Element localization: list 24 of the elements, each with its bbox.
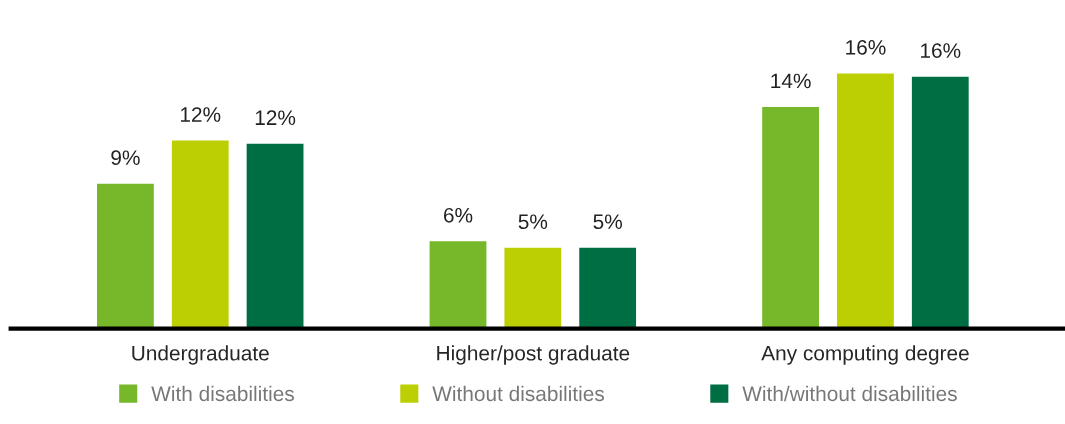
- data-label: 16%: [921, 43, 961, 58]
- bar: [170, 139, 231, 329]
- legend-label: With/without disabilities: [742, 385, 957, 402]
- bar: [835, 72, 896, 329]
- bar: [245, 142, 305, 329]
- data-label: 6%: [444, 207, 473, 223]
- bar: [760, 105, 821, 329]
- bar: [503, 246, 563, 329]
- bar: [428, 239, 488, 329]
- data-label: 5%: [518, 214, 548, 230]
- legend-label: With disabilities: [151, 385, 294, 402]
- data-label: 5%: [593, 214, 622, 230]
- data-label: 12%: [255, 110, 296, 126]
- x-tick-label: Any computing degree: [761, 345, 969, 365]
- data-label: 12%: [180, 107, 221, 122]
- data-label: 14%: [771, 73, 811, 89]
- legend-label: Without disabilities: [432, 385, 604, 402]
- bar: [577, 246, 638, 329]
- bar: [95, 182, 156, 329]
- data-label: 9%: [111, 150, 140, 166]
- x-tick-label: Undergraduate: [132, 345, 269, 365]
- bar: [910, 75, 971, 329]
- data-label: 16%: [846, 39, 886, 55]
- x-tick-label: Higher/post graduate: [437, 345, 630, 365]
